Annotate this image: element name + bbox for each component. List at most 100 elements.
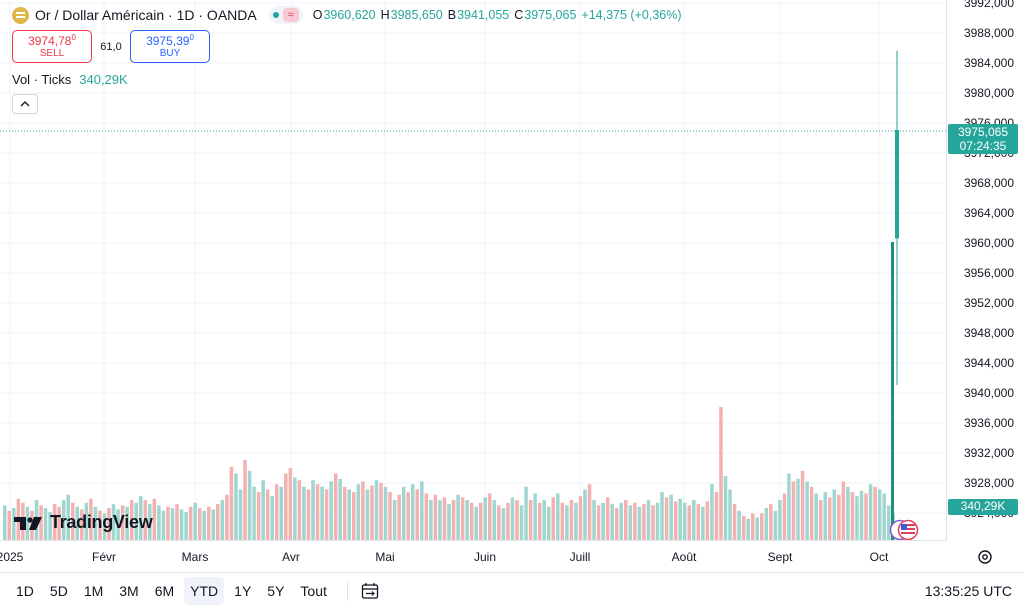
volume-bar <box>320 486 324 540</box>
volume-bar <box>596 505 601 540</box>
volume-bar <box>728 489 732 540</box>
volume-bar <box>202 510 206 540</box>
range-button-5d[interactable]: 5D <box>49 582 68 599</box>
sell-button[interactable]: 3974,780 SELL <box>12 30 92 63</box>
tradingview-logo-icon <box>14 516 42 530</box>
time-tick-label: 2025 <box>0 550 24 564</box>
market-status[interactable]: ≈ <box>268 6 303 24</box>
volume-bar <box>701 506 705 540</box>
range-button-ytd[interactable]: YTD <box>184 576 225 605</box>
price-tick-label: 3940,000 <box>963 386 1014 400</box>
volume-bar <box>161 510 166 540</box>
symbol-title[interactable]: Or / Dollar Américain · 1D · OANDA <box>35 7 257 23</box>
volume-bar <box>442 497 447 540</box>
time-tick-label: Juill <box>569 550 591 564</box>
date-range-button[interactable] <box>358 579 382 603</box>
open-key: O <box>312 8 323 22</box>
us-flag-icon[interactable] <box>889 519 919 541</box>
volume-bar <box>560 502 565 540</box>
volume-bar <box>102 513 107 540</box>
utc-clock[interactable]: 13:35:25 UTC <box>924 582 1012 599</box>
range-button-6m[interactable]: 6M <box>154 582 175 599</box>
volume-bar <box>818 500 823 540</box>
volume-bar <box>664 497 669 540</box>
range-button-1y[interactable]: 1Y <box>234 582 252 599</box>
volume-bar <box>868 484 873 540</box>
volume-bar <box>70 502 75 540</box>
volume-bar <box>211 509 216 540</box>
volume-bar <box>655 502 660 540</box>
volume-legend[interactable]: Vol · Ticks 340,29K <box>12 72 128 87</box>
volume-bar <box>850 492 855 540</box>
range-button-tout[interactable]: Tout <box>300 582 327 599</box>
chart-canvas[interactable] <box>0 0 946 540</box>
volume-value: 340,29K <box>79 72 128 87</box>
volume-bar <box>773 510 778 540</box>
volume-bar <box>89 498 93 540</box>
volume-bar <box>420 481 424 540</box>
time-tick-label: Août <box>671 550 697 564</box>
price-axis[interactable]: 3992,000 3988,000 3984,000 3980,000 3976,000… <box>946 0 1024 540</box>
volume-bar <box>306 489 311 540</box>
volume-bar <box>188 506 193 540</box>
volume-bar <box>7 510 12 540</box>
volume-bar <box>605 497 610 540</box>
volume-bar <box>460 497 465 540</box>
time-axis[interactable]: 2025 Févr Mars Avr Mai Juin Juill Août Sept Oct <box>0 540 946 572</box>
price-tick-label: 3992,000 <box>963 0 1014 10</box>
volume-bar <box>66 494 70 540</box>
volume-bar <box>293 477 297 540</box>
volume-bar <box>492 500 497 540</box>
buy-price-sup: 0 <box>189 32 194 42</box>
volume-bar <box>587 484 592 540</box>
volume-bar <box>583 489 587 540</box>
time-tick-label: Sept <box>767 550 793 564</box>
time-range-buttons: 1D 5D 1M 3M 6M YTD 1Y 5Y Tout <box>10 576 333 605</box>
grid-lines <box>0 0 946 540</box>
range-button-3m[interactable]: 3M <box>119 582 139 599</box>
volume-bar <box>274 484 279 540</box>
volume-bar <box>746 518 750 540</box>
volume-bar <box>682 502 687 540</box>
volume-bar <box>859 490 864 540</box>
volume-bars <box>3 242 895 540</box>
volume-bar <box>193 502 197 540</box>
volume-bar <box>651 505 655 540</box>
price-tick-label: 3952,000 <box>963 296 1014 310</box>
range-button-1m[interactable]: 1M <box>83 582 104 599</box>
volume-bar <box>247 470 252 540</box>
volume-bar <box>297 480 302 540</box>
volume-bar <box>750 513 755 540</box>
volume-bar <box>315 484 320 540</box>
low-key: B <box>447 8 457 22</box>
volume-bar <box>206 506 211 540</box>
volume-bar <box>778 500 782 540</box>
tradingview-logo[interactable]: TradingView <box>14 512 153 533</box>
range-button-1d[interactable]: 1D <box>16 582 34 599</box>
volume-bar <box>882 493 886 540</box>
price-tick-label: 3984,000 <box>963 56 1014 70</box>
volume-bar <box>433 494 438 540</box>
volume-bar <box>338 478 342 540</box>
volume-bar <box>488 493 492 540</box>
volume-bar <box>98 510 102 540</box>
market-open-dot-icon <box>272 12 279 18</box>
volume-bar <box>673 501 678 540</box>
range-button-5y[interactable]: 5Y <box>267 582 285 599</box>
volume-bar <box>469 502 474 540</box>
volume-bar <box>628 505 633 540</box>
trade-panel: 3974,780 SELL 61,0 3975,390 BUY <box>12 30 210 63</box>
volume-bar <box>284 473 288 540</box>
price-tick-label: 3956,000 <box>963 266 1014 280</box>
gold-symbol-icon[interactable] <box>12 6 29 24</box>
buy-button[interactable]: 3975,390 BUY <box>130 30 210 63</box>
symbol-legend: Or / Dollar Américain · 1D · OANDA ≈ O39… <box>12 6 682 24</box>
volume-bar <box>692 500 696 540</box>
volume-bar <box>234 473 238 540</box>
volume-bar <box>805 481 809 540</box>
chart-pane[interactable]: Or / Dollar Américain · 1D · OANDA ≈ O 39… <box>0 0 946 541</box>
volume-bar <box>474 506 478 540</box>
collapse-legend-button[interactable] <box>12 94 38 114</box>
volume-bar <box>429 500 433 540</box>
settings-gear-icon[interactable] <box>976 548 994 566</box>
